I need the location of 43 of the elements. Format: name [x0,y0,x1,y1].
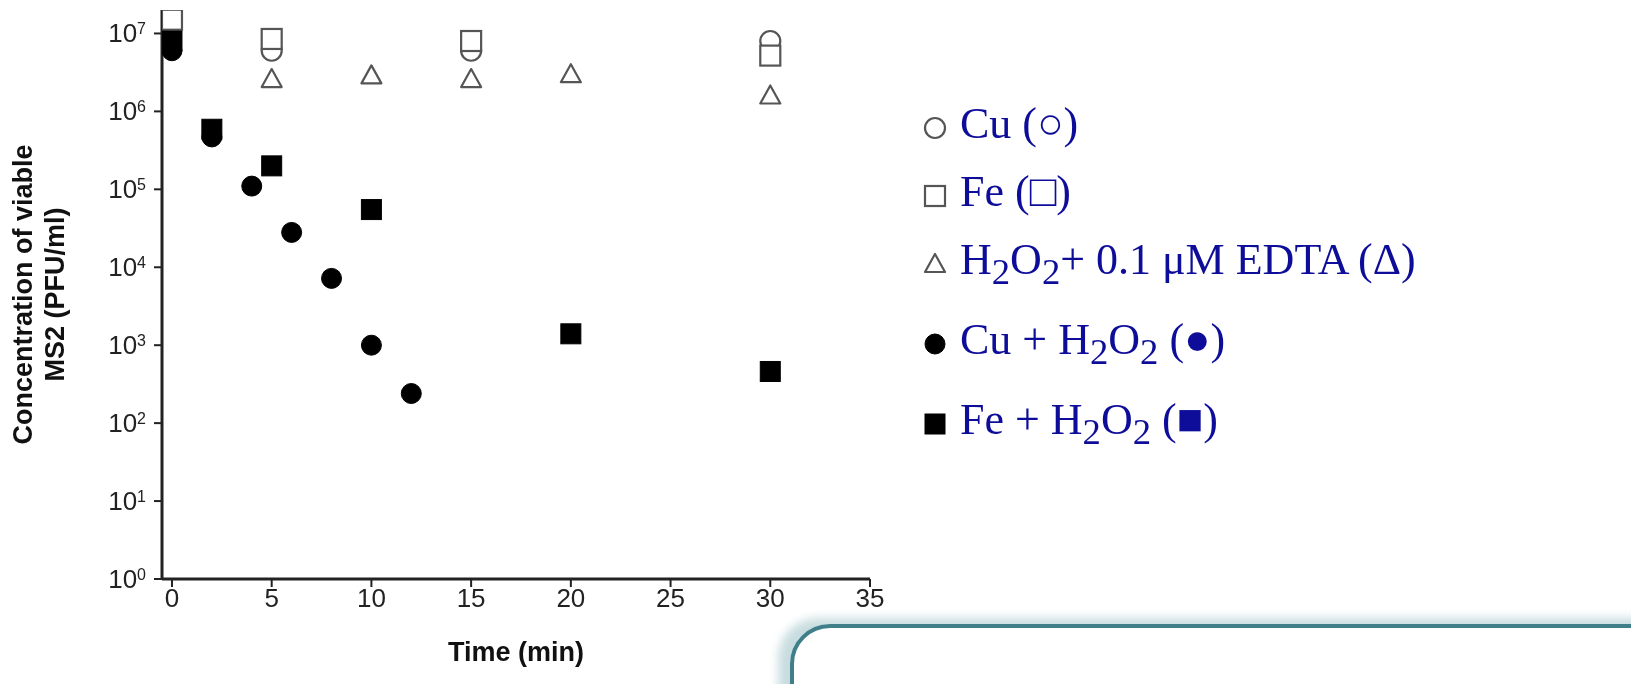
point [560,323,582,345]
x-axis-title: Time (min) [447,637,585,667]
legend-label: Fe (□) [960,167,1071,216]
point [759,44,782,67]
point [460,67,483,89]
y-tick-label: 10$^{3}$ [108,330,147,361]
legend-label: H$_{2}$O$_{2}$+ 0.1 μM EDTA (Δ) [960,235,1416,292]
point [201,118,223,140]
point [759,360,781,382]
x-tick-label: 25 [656,583,686,614]
x-tick-label: 10 [356,583,386,614]
x-tick-label: 30 [755,583,785,614]
y-axis-title: Concentration of viable MS2 (PFU/ml) [8,144,70,445]
point [162,30,183,52]
legend-label: Cu (○) [960,99,1079,148]
point [460,29,483,53]
point [759,84,782,105]
y-tick-label: 10$^{6}$ [108,96,147,127]
point [261,155,283,177]
y-tick-label: 10$^{0}$ [108,564,147,594]
x-tick-label: 15 [456,583,486,614]
y-tick-label: 10$^{1}$ [108,486,147,517]
point [360,199,382,221]
x-tick-label: 35 [855,583,885,614]
point [400,383,422,404]
x-tick-label: 5 [264,583,279,614]
legend-label: Fe + H$_{2}$O$_{2}$ (■) [960,394,1218,452]
x-tick-label: 0 [164,583,180,614]
point [360,334,382,356]
point [260,67,283,89]
y-tick-label: 10$^{5}$ [108,174,147,205]
point [360,64,383,85]
point [241,175,263,197]
point [162,10,184,31]
y-tick-label: 10$^{4}$ [108,252,147,283]
legend-label: Cu + H$_{2}$O$_{2}$ (●) [960,314,1226,372]
point [321,267,343,289]
point [281,221,303,243]
point [559,63,582,84]
x-tick-label: 20 [556,583,586,614]
point [260,27,283,51]
y-tick-label: 10$^{7}$ [108,18,147,49]
y-tick-label: 10$^{2}$ [108,408,147,439]
